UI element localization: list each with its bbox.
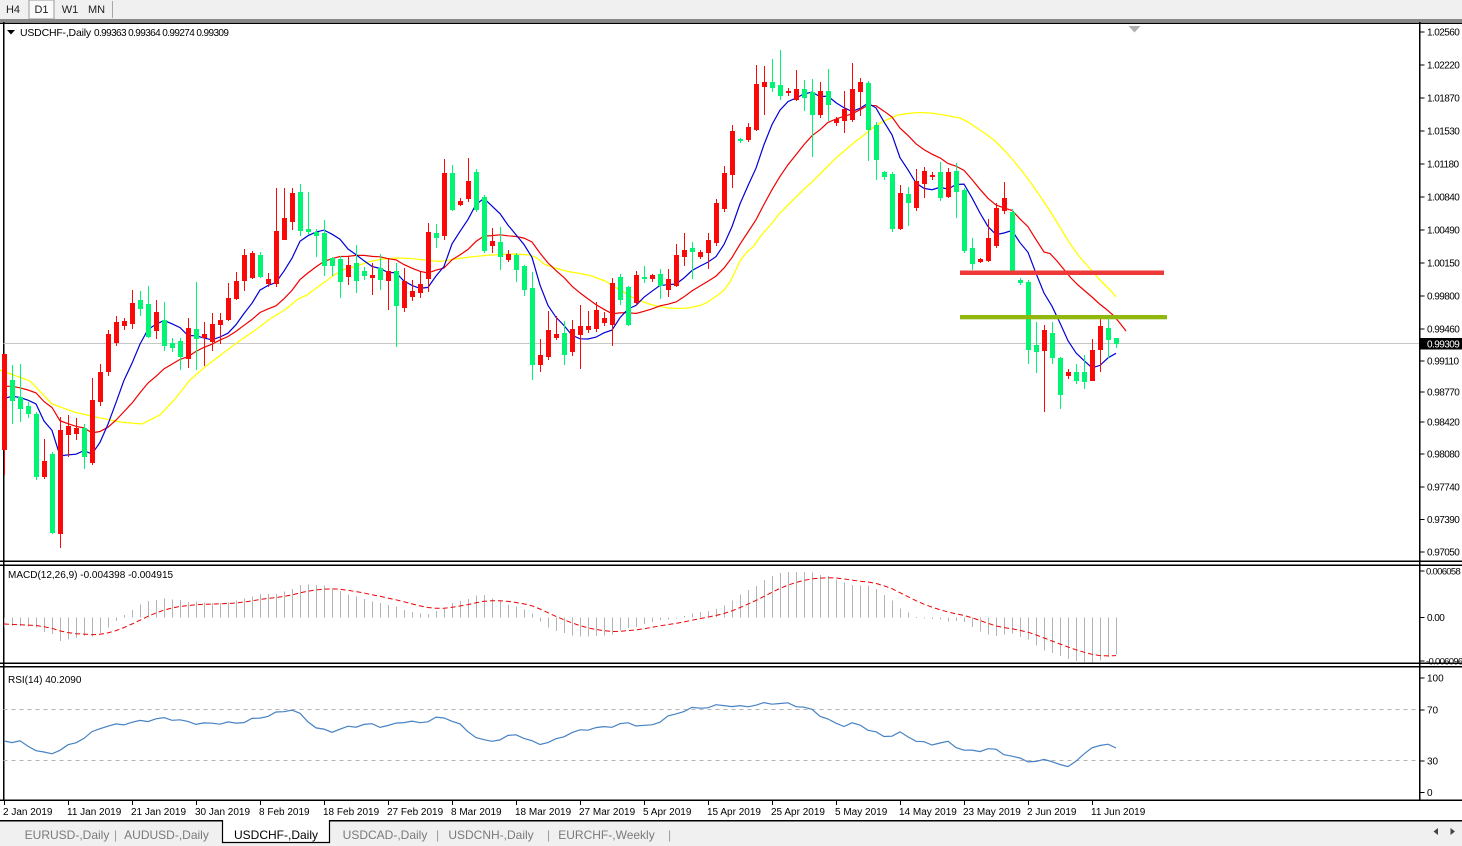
svg-text:30 Jan 2019: 30 Jan 2019 bbox=[195, 807, 250, 818]
svg-text:W1: W1 bbox=[62, 4, 79, 16]
svg-text:70: 70 bbox=[1427, 706, 1439, 717]
svg-text:1.01530: 1.01530 bbox=[1427, 127, 1460, 138]
svg-text:0.97050: 0.97050 bbox=[1427, 548, 1460, 559]
svg-text:1.00490: 1.00490 bbox=[1427, 226, 1460, 237]
svg-text:1.00840: 1.00840 bbox=[1427, 193, 1460, 204]
svg-text:|: | bbox=[436, 828, 439, 842]
svg-text:USDCNH-,Daily: USDCNH-,Daily bbox=[448, 828, 533, 842]
svg-text:8 Feb 2019: 8 Feb 2019 bbox=[259, 807, 310, 818]
svg-text:21 Jan 2019: 21 Jan 2019 bbox=[131, 807, 186, 818]
svg-text:18 Feb 2019: 18 Feb 2019 bbox=[323, 807, 380, 818]
svg-text:0.99110: 0.99110 bbox=[1427, 357, 1460, 368]
svg-text:25 Apr 2019: 25 Apr 2019 bbox=[771, 807, 825, 818]
svg-text:USDCHF-,Daily: USDCHF-,Daily bbox=[20, 27, 92, 39]
svg-text:0.99800: 0.99800 bbox=[1427, 292, 1460, 303]
svg-text:0.98420: 0.98420 bbox=[1427, 418, 1460, 429]
svg-text:0.006058: 0.006058 bbox=[1426, 567, 1460, 578]
svg-text:5 May 2019: 5 May 2019 bbox=[835, 807, 888, 818]
svg-text:MACD(12,26,9) -0.004398 -0.004: MACD(12,26,9) -0.004398 -0.004915 bbox=[8, 570, 174, 581]
svg-text:RSI(14) 40.2090: RSI(14) 40.2090 bbox=[8, 675, 82, 686]
svg-text:MN: MN bbox=[88, 4, 105, 16]
svg-text:AUDUSD-,Daily: AUDUSD-,Daily bbox=[124, 828, 209, 842]
svg-text:1.00150: 1.00150 bbox=[1427, 259, 1460, 270]
svg-text:|: | bbox=[114, 828, 117, 842]
svg-text:-0.006096: -0.006096 bbox=[1426, 657, 1462, 668]
svg-text:0.98770: 0.98770 bbox=[1427, 388, 1460, 399]
svg-text:|: | bbox=[668, 828, 671, 842]
svg-text:2 Jun 2019: 2 Jun 2019 bbox=[1027, 807, 1077, 818]
svg-text:11 Jan 2019: 11 Jan 2019 bbox=[67, 807, 122, 818]
svg-text:D1: D1 bbox=[34, 4, 48, 16]
svg-text:18 Mar 2019: 18 Mar 2019 bbox=[515, 807, 572, 818]
svg-text:8 Mar 2019: 8 Mar 2019 bbox=[451, 807, 502, 818]
svg-text:|: | bbox=[547, 828, 550, 842]
svg-text:1.01180: 1.01180 bbox=[1427, 160, 1460, 171]
svg-text:0.99309: 0.99309 bbox=[1427, 340, 1460, 351]
svg-text:0.00: 0.00 bbox=[1427, 613, 1445, 624]
svg-text:1.01870: 1.01870 bbox=[1427, 94, 1460, 105]
svg-text:0.97390: 0.97390 bbox=[1427, 515, 1460, 526]
svg-text:100: 100 bbox=[1427, 674, 1444, 685]
svg-text:30: 30 bbox=[1427, 757, 1439, 768]
svg-text:2 Jan 2019: 2 Jan 2019 bbox=[3, 807, 53, 818]
svg-text:0.98080: 0.98080 bbox=[1427, 450, 1460, 461]
svg-text:14 May 2019: 14 May 2019 bbox=[899, 807, 957, 818]
svg-text:15 Apr 2019: 15 Apr 2019 bbox=[707, 807, 761, 818]
svg-text:EURCHF-,Weekly: EURCHF-,Weekly bbox=[558, 828, 654, 842]
svg-text:0.97740: 0.97740 bbox=[1427, 483, 1460, 494]
svg-text:1.02560: 1.02560 bbox=[1427, 28, 1460, 39]
svg-text:0: 0 bbox=[1427, 788, 1433, 799]
svg-text:0.99460: 0.99460 bbox=[1427, 325, 1460, 336]
svg-text:23 May 2019: 23 May 2019 bbox=[963, 807, 1021, 818]
svg-text:1.02220: 1.02220 bbox=[1427, 61, 1460, 72]
svg-text:27 Feb 2019: 27 Feb 2019 bbox=[387, 807, 444, 818]
svg-text:27 Mar 2019: 27 Mar 2019 bbox=[579, 807, 636, 818]
svg-text:USDCAD-,Daily: USDCAD-,Daily bbox=[343, 828, 428, 842]
svg-text:0.99363 0.99364 0.99274 0.9930: 0.99363 0.99364 0.99274 0.99309 bbox=[94, 28, 229, 39]
svg-text:USDCHF-,Daily: USDCHF-,Daily bbox=[234, 828, 318, 842]
svg-text:H4: H4 bbox=[6, 4, 20, 16]
svg-text:EURUSD-,Daily: EURUSD-,Daily bbox=[25, 828, 110, 842]
svg-text:11 Jun 2019: 11 Jun 2019 bbox=[1091, 807, 1146, 818]
svg-text:5 Apr 2019: 5 Apr 2019 bbox=[643, 807, 692, 818]
